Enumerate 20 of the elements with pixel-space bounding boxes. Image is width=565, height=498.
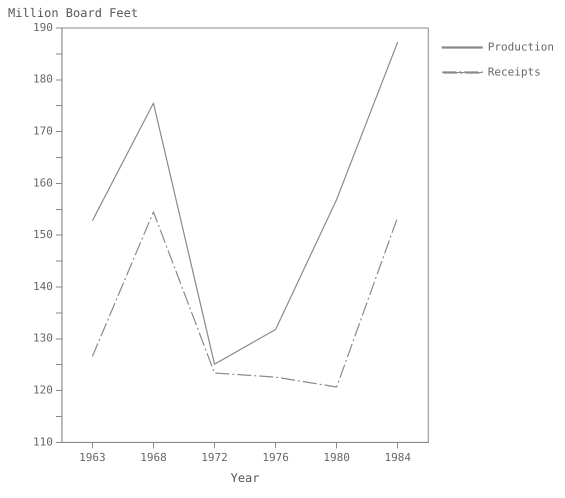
y-tick-label: 190 (32, 20, 53, 34)
x-tick-label: 1976 (262, 450, 289, 464)
x-tick-label: 1980 (323, 450, 350, 464)
y-tick-label: 140 (32, 280, 53, 293)
y-tick-label: 160 (32, 176, 53, 190)
x-tick-label: 1968 (140, 450, 167, 464)
x-tick-label: 1984 (384, 450, 412, 464)
y-tick-label: 180 (32, 72, 53, 86)
y-tick-label: 170 (32, 124, 53, 138)
y-axis-title: Million Board Feet (8, 6, 138, 20)
x-tick-label: 1963 (79, 450, 106, 464)
y-tick-label: 120 (32, 383, 53, 396)
legend-label: Production (488, 40, 554, 54)
x-axis-title: Year (230, 470, 260, 485)
y-tick-label: 110 (32, 435, 53, 448)
legend-label: Receipts (488, 65, 541, 78)
line-series (92, 211, 398, 388)
x-tick-label: 1972 (201, 450, 228, 464)
y-tick-label: 150 (32, 228, 53, 242)
y-tick-label: 130 (32, 332, 53, 345)
